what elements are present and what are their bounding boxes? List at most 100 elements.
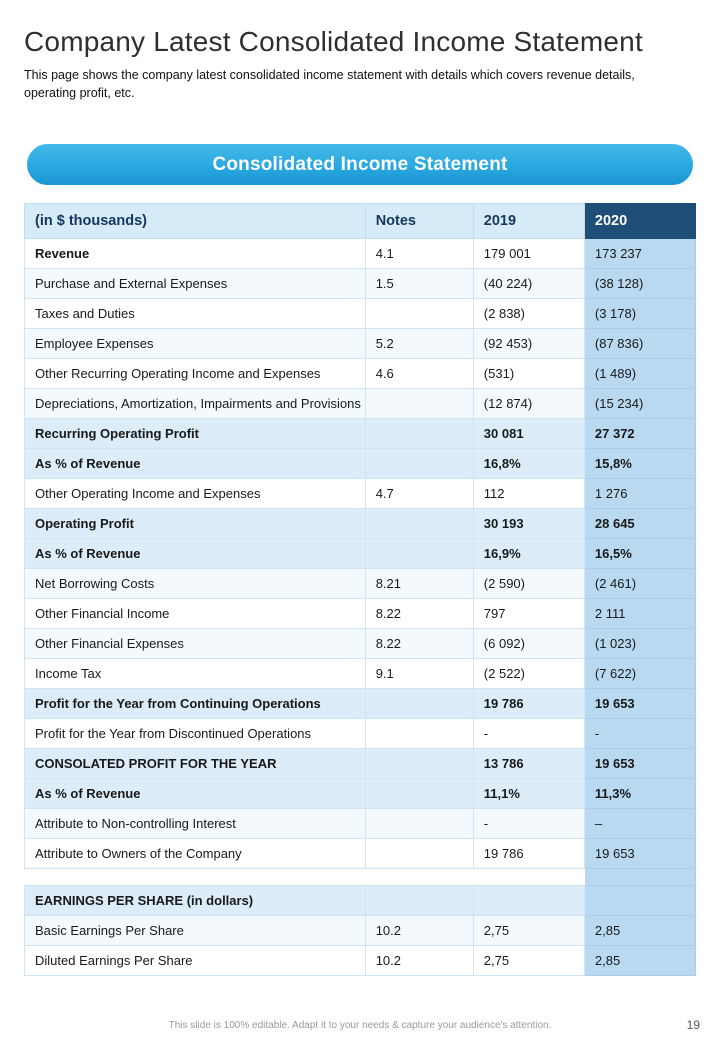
cell-y2019: (92 453) bbox=[472, 328, 585, 360]
table-row: Revenue 4.1 179 001 173 237 bbox=[24, 238, 697, 270]
table-row: Taxes and Duties (2 838) (3 178) bbox=[24, 298, 697, 330]
cell-notes: 8.21 bbox=[364, 568, 474, 600]
cell-y2019 bbox=[472, 885, 585, 917]
cell-notes bbox=[364, 508, 474, 540]
cell-y2020: (1 023) bbox=[583, 628, 697, 660]
cell-y2020: 16,5% bbox=[583, 538, 697, 570]
cell-notes bbox=[364, 538, 474, 570]
section-banner-label: Consolidated Income Statement bbox=[212, 153, 508, 175]
cell-y2020: (3 178) bbox=[583, 298, 697, 330]
cell-y2020 bbox=[583, 885, 697, 917]
section-banner: Consolidated Income Statement bbox=[27, 144, 693, 186]
page-title: Company Latest Consolidated Income State… bbox=[24, 26, 643, 57]
cell-label: Diluted Earnings Per Share bbox=[24, 945, 366, 977]
cell-notes: 10.2 bbox=[364, 945, 474, 977]
cell-notes: 8.22 bbox=[364, 598, 474, 630]
page-subtitle: This page shows the company latest conso… bbox=[24, 68, 635, 101]
header-2020: 2020 bbox=[583, 203, 697, 240]
cell-y2019: (2 522) bbox=[472, 658, 585, 690]
table-row: Other Financial Income 8.22 797 2 111 bbox=[24, 598, 697, 630]
table-row: Other Recurring Operating Income and Exp… bbox=[24, 358, 697, 390]
footer-note: This slide is 100% editable. Adapt it to… bbox=[168, 1019, 552, 1031]
cell-y2020: - bbox=[583, 718, 697, 750]
cell-y2020: 15,8% bbox=[583, 448, 697, 480]
table-body: Revenue 4.1 179 001 173 237 Purchase and Ext… bbox=[24, 238, 697, 977]
cell-y2020: 2,85 bbox=[583, 945, 697, 977]
header-in-thousands: (in $ thousands) bbox=[24, 203, 366, 240]
cell-y2020: 2 111 bbox=[583, 598, 697, 630]
cell-y2019: 30 193 bbox=[472, 508, 585, 540]
cell-y2020: (7 622) bbox=[583, 658, 697, 690]
cell-notes bbox=[364, 748, 474, 780]
cell-label: Profit for the Year from Discontinued Op… bbox=[24, 718, 366, 750]
cell-y2019: 30 081 bbox=[472, 418, 585, 450]
cell-notes bbox=[364, 838, 474, 870]
cell-notes bbox=[364, 448, 474, 480]
cell-notes bbox=[364, 885, 474, 917]
cell-label: Taxes and Duties bbox=[24, 298, 366, 330]
cell-y2019: 112 bbox=[472, 478, 585, 510]
table-row: As % of Revenue 16,9% 16,5% bbox=[24, 538, 697, 570]
table-row: Income Tax 9.1 (2 522) (7 622) bbox=[24, 658, 697, 690]
table-row: As % of Revenue 16,8% 15,8% bbox=[24, 448, 697, 480]
cell-label: Income Tax bbox=[24, 658, 366, 690]
cell-y2020: 19 653 bbox=[583, 688, 697, 720]
table-row: Diluted Earnings Per Share 10.2 2,75 2,85 bbox=[24, 945, 697, 977]
cell-label: Other Operating Income and Expenses bbox=[24, 478, 366, 510]
table-row: Attribute to Owners of the Company 19 786… bbox=[24, 838, 697, 870]
cell-label: Recurring Operating Profit bbox=[24, 418, 366, 450]
cell-notes bbox=[364, 388, 474, 420]
cell-notes bbox=[364, 778, 474, 810]
cell-y2019: 16,8% bbox=[472, 448, 585, 480]
cell-notes: 9.1 bbox=[364, 658, 474, 690]
cell-label: Depreciations, Amortization, Impairments… bbox=[24, 388, 366, 420]
cell-y2020: 11,3% bbox=[583, 778, 697, 810]
cell-label: Operating Profit bbox=[24, 508, 366, 540]
table-row: Recurring Operating Profit 30 081 27 372 bbox=[24, 418, 697, 450]
cell-y2019: (2 590) bbox=[472, 568, 585, 600]
cell-notes: 4.7 bbox=[364, 478, 474, 510]
table-row: Profit for the Year from Continuing Oper… bbox=[24, 688, 697, 720]
cell-y2020: (15 234) bbox=[583, 388, 697, 420]
cell-y2020: 1 276 bbox=[583, 478, 697, 510]
page-number: 19 bbox=[686, 1018, 700, 1032]
cell-y2020: – bbox=[583, 808, 697, 840]
cell-label bbox=[24, 868, 366, 887]
table-row: Attribute to Non-controlling Interest - – bbox=[24, 808, 697, 840]
cell-label: Other Financial Income bbox=[24, 598, 366, 630]
cell-notes: 10.2 bbox=[364, 915, 474, 947]
cell-notes: 4.1 bbox=[364, 238, 474, 270]
cell-y2020: 173 237 bbox=[583, 238, 697, 270]
table-row: Profit for the Year from Discontinued Op… bbox=[24, 718, 697, 750]
table-row: Employee Expenses 5.2 (92 453) (87 836) bbox=[24, 328, 697, 360]
cell-label: Other Recurring Operating Income and Exp… bbox=[24, 358, 366, 390]
cell-label: Basic Earnings Per Share bbox=[24, 915, 366, 947]
cell-label: As % of Revenue bbox=[24, 778, 366, 810]
cell-label: Purchase and External Expenses bbox=[24, 268, 366, 300]
cell-y2019 bbox=[472, 868, 585, 887]
cell-y2019: 2,75 bbox=[472, 915, 585, 947]
table-row: Basic Earnings Per Share 10.2 2,75 2,85 bbox=[24, 915, 697, 947]
cell-notes: 5.2 bbox=[364, 328, 474, 360]
cell-y2020: 27 372 bbox=[583, 418, 697, 450]
header-notes: Notes bbox=[364, 203, 474, 240]
cell-y2019: (40 224) bbox=[472, 268, 585, 300]
table-header-row: (in $ thousands) Notes 2019 2020 bbox=[24, 203, 697, 240]
cell-y2020: 2,85 bbox=[583, 915, 697, 947]
cell-notes bbox=[364, 688, 474, 720]
cell-y2019: - bbox=[472, 718, 585, 750]
table-row: Other Operating Income and Expenses 4.7 11… bbox=[24, 478, 697, 510]
cell-label: Employee Expenses bbox=[24, 328, 366, 360]
table-row: Net Borrowing Costs 8.21 (2 590) (2 461) bbox=[24, 568, 697, 600]
cell-label: Revenue bbox=[24, 238, 366, 270]
cell-y2020: (38 128) bbox=[583, 268, 697, 300]
income-statement-table: (in $ thousands) Notes 2019 2020 Revenue… bbox=[24, 203, 697, 977]
cell-y2019: 797 bbox=[472, 598, 585, 630]
cell-y2019: (6 092) bbox=[472, 628, 585, 660]
cell-y2020: (1 489) bbox=[583, 358, 697, 390]
cell-y2019: 19 786 bbox=[472, 688, 585, 720]
cell-y2020: 19 653 bbox=[583, 748, 697, 780]
cell-label: Attribute to Owners of the Company bbox=[24, 838, 366, 870]
cell-y2019: 2,75 bbox=[472, 945, 585, 977]
cell-y2019: - bbox=[472, 808, 585, 840]
